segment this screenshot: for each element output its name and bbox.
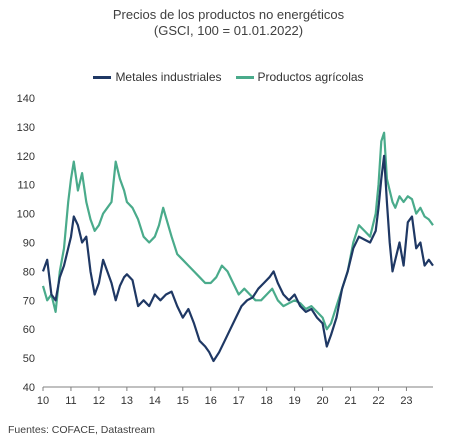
legend-swatch-metales [93, 75, 112, 79]
x-tick-label: 15 [177, 395, 189, 407]
y-tick-label: 50 [23, 353, 35, 365]
legend-swatch-agricolas [235, 75, 254, 79]
series-line-metales [41, 154, 434, 363]
x-tick-label: 23 [400, 395, 412, 407]
y-tick-label: 110 [17, 180, 35, 192]
y-tick-label: 80 [23, 266, 35, 278]
x-axis-ticks: 10 11 12 13 14 15 16 17 18 19 20 21 22 23 [37, 387, 413, 407]
y-tick-label: 90 [23, 238, 35, 250]
source-note: Fuentes: COFACE, Datastream [8, 424, 156, 436]
x-tick-label: 16 [205, 395, 217, 407]
x-tick-label: 22 [372, 395, 384, 407]
y-tick-label: 120 [17, 151, 35, 163]
chart-title: Precios de los productos no energéticos [112, 7, 345, 22]
chart-subtitle: (GSCI, 100 = 01.01.2022) [153, 23, 304, 38]
x-tick-label: 13 [121, 395, 133, 407]
y-axis-ticks: 40 50 60 70 80 90 100 110 120 130 140 [17, 93, 35, 394]
y-tick-label: 70 [23, 295, 35, 307]
legend-item-agricolas: Productos agrícolas [235, 70, 364, 84]
y-tick-label: 140 [17, 93, 35, 105]
series-lines [41, 131, 434, 363]
legend: Metales industriales Productos agrícolas [0, 70, 457, 84]
x-tick-label: 17 [233, 395, 245, 407]
y-tick-label: 100 [17, 209, 35, 221]
x-tick-label: 19 [288, 395, 300, 407]
x-tick-label: 14 [149, 395, 161, 407]
x-tick-label: 21 [344, 395, 356, 407]
x-tick-label: 12 [93, 395, 105, 407]
x-tick-label: 11 [65, 395, 76, 407]
legend-label-metales: Metales industriales [115, 70, 222, 84]
y-tick-label: 130 [17, 122, 35, 134]
y-tick-label: 60 [23, 324, 35, 336]
x-tick-label: 20 [316, 395, 328, 407]
legend-item-metales: Metales industriales [93, 70, 222, 84]
y-tick-label: 40 [23, 382, 35, 394]
x-tick-label: 10 [37, 395, 49, 407]
legend-label-agricolas: Productos agrícolas [257, 70, 364, 84]
x-tick-label: 18 [261, 395, 273, 407]
series-line-agricolas [41, 131, 434, 331]
